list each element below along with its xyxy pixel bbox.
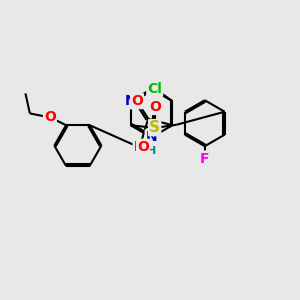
Text: Cl: Cl <box>147 82 162 96</box>
Text: O: O <box>131 94 143 108</box>
Text: O: O <box>149 100 161 114</box>
Text: H: H <box>147 146 156 156</box>
Text: N: N <box>146 130 157 144</box>
Text: S: S <box>149 120 160 135</box>
Text: N: N <box>134 140 145 154</box>
Text: F: F <box>200 152 209 166</box>
Text: O: O <box>137 140 149 154</box>
Text: N: N <box>125 94 136 108</box>
Text: O: O <box>44 110 56 124</box>
